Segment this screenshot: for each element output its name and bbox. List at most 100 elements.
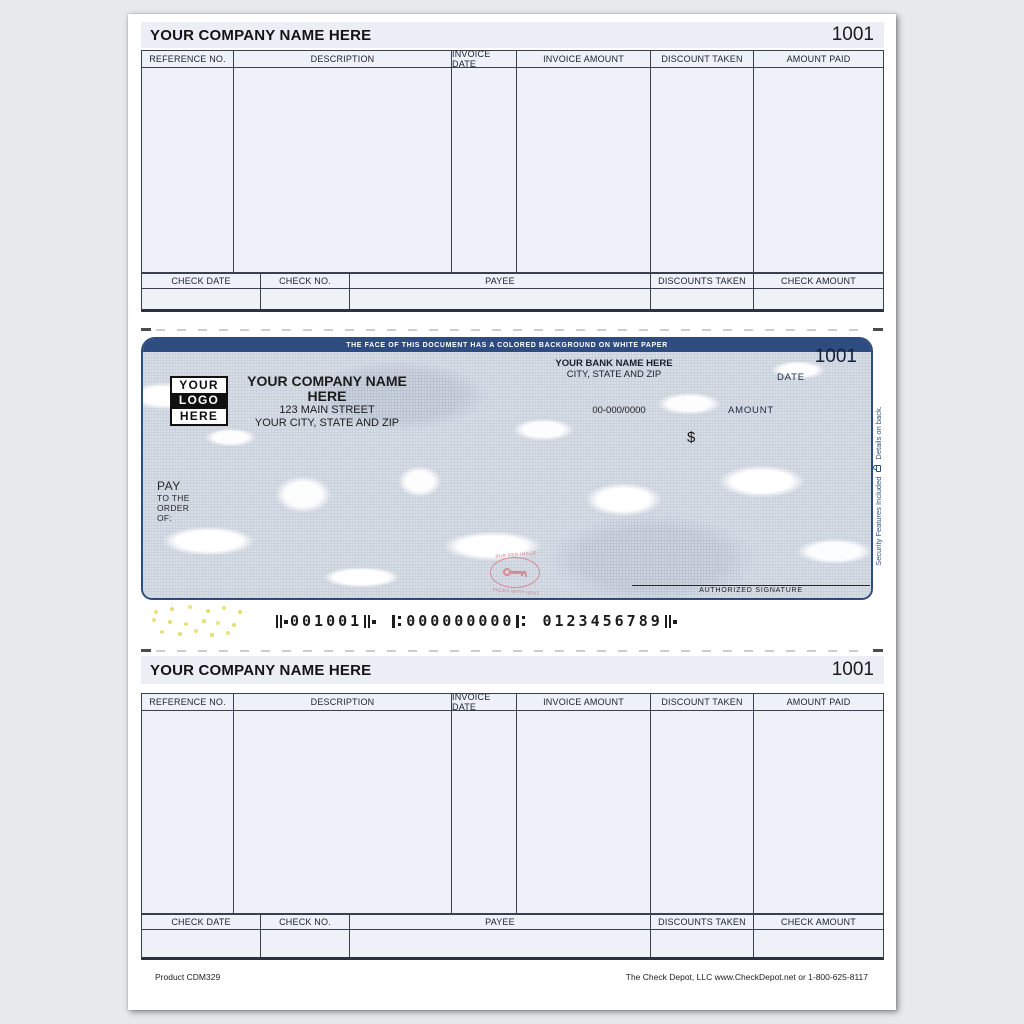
- column-header: CHECK AMOUNT: [781, 917, 856, 927]
- column-header: PAYEE: [350, 915, 651, 929]
- stub-body-cell: [754, 289, 883, 309]
- stub-body-cell: [651, 930, 754, 957]
- perforation-mark: [873, 649, 883, 652]
- column-header: AMOUNT PAID: [786, 697, 851, 707]
- stub-body-cell: [142, 289, 261, 309]
- security-features-text: Security Features Included: [873, 476, 883, 566]
- stub-body-cell: [651, 68, 754, 272]
- perforation-mark: [873, 328, 883, 331]
- security-stars: [152, 604, 252, 644]
- column-header: INVOICE AMOUNT: [517, 694, 651, 710]
- stub-check-number: 1001: [831, 24, 874, 45]
- micr-onus-symbol: [276, 614, 288, 629]
- logo-line: LOGO: [172, 393, 226, 409]
- dollar-sign: $: [687, 429, 696, 446]
- column-header: INVOICE DATE: [452, 51, 517, 67]
- check-company-address1: 123 MAIN STREET: [279, 404, 375, 416]
- stub-body-cell: [754, 930, 883, 957]
- stub-body-cell: [651, 711, 754, 913]
- perforation-line: [156, 650, 868, 652]
- pay-line: TO THE: [157, 493, 190, 503]
- stub-body-cell: [452, 711, 517, 913]
- pay-to-block: PAY TO THE ORDER OF:: [157, 479, 190, 523]
- banner-text: THE FACE OF THIS DOCUMENT HAS A COLORED …: [346, 342, 668, 349]
- column-header: REFERENCE NO.: [142, 694, 234, 710]
- column-header: INVOICE AMOUNT: [517, 51, 651, 67]
- check-company-address2: YOUR CITY, STATE AND ZIP: [254, 417, 400, 429]
- bottom-stub-table: REFERENCE NO. DESCRIPTION INVOICE DATE I…: [141, 693, 884, 960]
- column-header: PAYEE: [350, 274, 651, 288]
- column-header: DISCOUNTS TAKEN: [651, 274, 754, 288]
- perforation-mark: [141, 649, 151, 652]
- bottom-stub-header: YOUR COMPANY NAME HERE 1001: [141, 656, 884, 684]
- bank-block: YOUR BANK NAME HERE CITY, STATE AND ZIP: [534, 358, 694, 380]
- stub-bottom-header-row: CHECK DATE CHECK NO. PAYEE DISCOUNTS TAK…: [142, 272, 883, 289]
- stub-body-cell: [234, 68, 452, 272]
- stub-body-cell: [651, 289, 754, 309]
- top-stub-table: REFERENCE NO. DESCRIPTION INVOICE DATE I…: [141, 50, 884, 312]
- stub-bottom-body-row: [142, 930, 883, 957]
- pay-line: PAY: [157, 479, 181, 493]
- micr-routing-number: 000000000: [406, 612, 515, 630]
- stub-body-cell: [754, 68, 883, 272]
- micr-onus-symbol: [664, 614, 677, 629]
- stub-body-cell: [350, 930, 651, 957]
- column-header: CHECK DATE: [142, 915, 261, 929]
- date-label: DATE: [777, 372, 805, 383]
- micr-line: 001001 000000000 0123456789: [274, 612, 679, 630]
- stub-body-cell: [517, 711, 651, 913]
- signature-area: AUTHORIZED SIGNATURE: [632, 585, 870, 594]
- amount-label: AMOUNT: [728, 405, 774, 416]
- micr-transit-symbol: [392, 614, 404, 629]
- stub-bottom-body-row: [142, 289, 883, 309]
- signature-line: [632, 585, 870, 587]
- logo-line: HERE: [179, 408, 219, 423]
- stub-column-header-row: REFERENCE NO. DESCRIPTION INVOICE DATE I…: [142, 51, 883, 68]
- logo-line: YOUR: [179, 378, 219, 392]
- stub-body-cell: [452, 68, 517, 272]
- check-company-name: YOUR COMPANY NAME HERE: [247, 373, 407, 404]
- micr-transit-symbol: [516, 614, 528, 629]
- micr-onus-symbol: [364, 614, 377, 629]
- product-code: Product CDM329: [155, 972, 221, 982]
- bank-fraction: 00-000/0000: [592, 405, 646, 416]
- details-on-back-text: Details on back.: [873, 406, 883, 460]
- vendor-info: The Check Depot, LLC www.CheckDepot.net …: [625, 972, 868, 982]
- perforation-mark: [141, 328, 151, 331]
- stub-company-name: YOUR COMPANY NAME HERE: [150, 661, 372, 679]
- check-number: 1001: [814, 346, 857, 367]
- column-header: REFERENCE NO.: [142, 51, 234, 67]
- column-header: DESCRIPTION: [234, 694, 452, 710]
- seal-bottom-text: FADES WITH HEAT: [492, 586, 540, 597]
- stub-body-cell: [261, 289, 350, 309]
- stub-body-cell: [142, 930, 261, 957]
- check-body: THE FACE OF THIS DOCUMENT HAS A COLORED …: [141, 337, 873, 600]
- column-header: CHECK NO.: [261, 274, 350, 288]
- stub-body-cell: [261, 930, 350, 957]
- column-header: INVOICE DATE: [452, 694, 517, 710]
- stub-body-cell: [350, 289, 651, 309]
- micr-check-number: 001001: [290, 612, 363, 630]
- bank-name: YOUR BANK NAME HERE: [555, 358, 673, 369]
- check-sheet: YOUR COMPANY NAME HERE 1001 REFERENCE NO…: [128, 14, 896, 1010]
- stub-bottom-header-row: CHECK DATE CHECK NO. PAYEE DISCOUNTS TAK…: [142, 913, 883, 930]
- column-header: CHECK DATE: [142, 274, 261, 288]
- padlock-icon: [875, 464, 881, 472]
- key-icon: [503, 568, 529, 577]
- signature-label: AUTHORIZED SIGNATURE: [699, 587, 803, 594]
- column-header: DISCOUNT TAKEN: [651, 51, 754, 67]
- bank-city: CITY, STATE AND ZIP: [566, 369, 662, 380]
- check-top-banner: THE FACE OF THIS DOCUMENT HAS A COLORED …: [143, 339, 871, 352]
- stub-body-row: [142, 711, 883, 913]
- check-company-block: YOUR COMPANY NAME HERE 123 MAIN STREET Y…: [227, 374, 427, 430]
- stub-body-cell: [142, 711, 234, 913]
- heat-sensitive-seal: RUB RED IMAGE FADES WITH HEAT: [488, 550, 544, 597]
- pay-line: ORDER: [157, 503, 190, 513]
- stub-body-cell: [517, 68, 651, 272]
- column-header: DISCOUNT TAKEN: [651, 694, 754, 710]
- perforation-line: [156, 329, 868, 331]
- column-header: DISCOUNTS TAKEN: [651, 915, 754, 929]
- logo-placeholder: YOUR LOGO HERE: [170, 376, 228, 426]
- column-header: CHECK NO.: [261, 915, 350, 929]
- stub-check-number: 1001: [831, 659, 874, 680]
